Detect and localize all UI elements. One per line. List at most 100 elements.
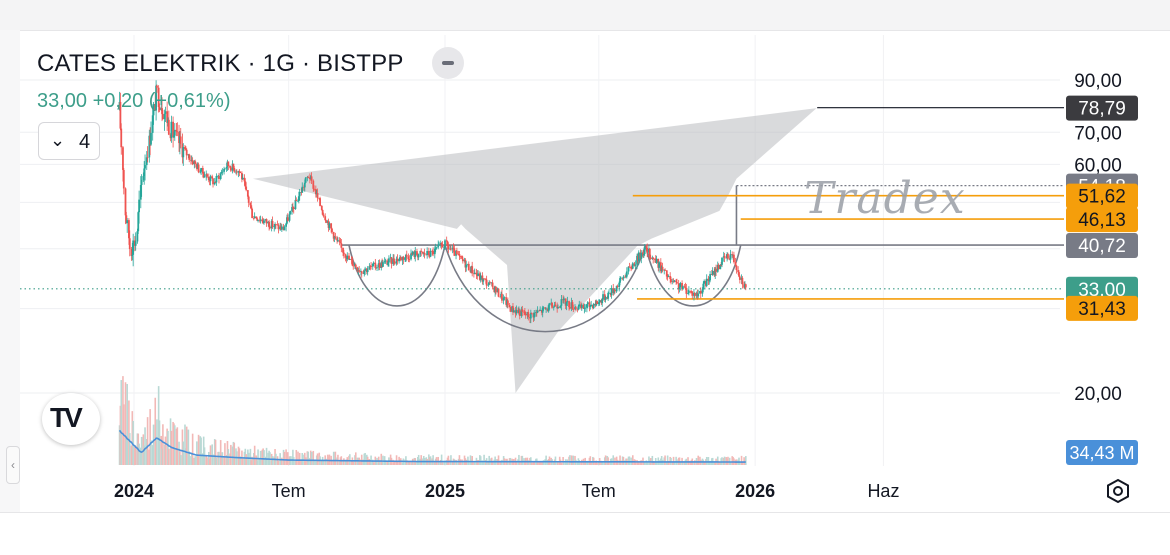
- symbol-title[interactable]: CATES ELEKTRIK · 1G · BISTPP: [37, 50, 404, 77]
- volume-bar: [729, 462, 732, 465]
- candle-body: [459, 255, 462, 257]
- candle-body: [289, 210, 292, 215]
- volume-bar: [211, 444, 213, 465]
- volume-bar: [654, 462, 656, 465]
- price-tag-label: 40,72: [1078, 236, 1126, 257]
- volume-bar: [469, 455, 472, 465]
- candle-body: [307, 177, 310, 178]
- candle-body: [568, 301, 570, 308]
- volume-bar: [682, 461, 684, 465]
- candle-body: [542, 307, 545, 309]
- candle-body: [126, 220, 129, 224]
- candle-body: [331, 228, 333, 233]
- candle-body: [601, 299, 604, 304]
- volume-bar: [274, 449, 276, 465]
- volume-bar: [247, 449, 249, 465]
- volume-bar: [281, 457, 283, 465]
- candle-body: [659, 262, 662, 272]
- volume-bar: [601, 462, 603, 465]
- volume-bar: [150, 440, 152, 465]
- volume-tag: 34,43 M: [1066, 440, 1138, 465]
- candle-body: [720, 264, 723, 266]
- candle-body: [615, 285, 618, 292]
- volume-bar: [193, 457, 196, 465]
- candle-body: [557, 306, 559, 309]
- candle-body: [693, 292, 696, 296]
- candle-body: [571, 302, 574, 309]
- collapse-legend-button[interactable]: [432, 47, 464, 79]
- volume-bar: [417, 454, 420, 465]
- volume-bar: [473, 461, 475, 465]
- volume-bar: [518, 461, 521, 465]
- time-axis[interactable]: 2024 Tem 2025 Tem 2026 Haz: [114, 481, 899, 501]
- candle-body: [286, 217, 289, 221]
- candle-body: [388, 258, 390, 263]
- candle-body: [229, 167, 232, 171]
- volume-bar: [449, 459, 451, 465]
- volume-bar: [518, 454, 520, 465]
- volume-bar: [568, 456, 570, 465]
- volume-bar: [631, 462, 633, 465]
- volume-bar: [628, 456, 631, 465]
- settings-icon[interactable]: [1104, 478, 1132, 504]
- candle-body: [536, 310, 539, 313]
- candle-body: [487, 284, 490, 286]
- volume-bar: [206, 457, 208, 465]
- volume-bar: [420, 455, 423, 465]
- candle-body: [574, 307, 577, 309]
- collapse-handle[interactable]: ‹: [6, 446, 20, 484]
- candle-body: [356, 267, 359, 271]
- candle-body: [255, 216, 258, 219]
- candle-body: [515, 309, 518, 314]
- candle-body: [628, 266, 631, 268]
- candle-body: [427, 251, 430, 256]
- volume-bar: [444, 460, 446, 465]
- volume-bar: [215, 457, 218, 465]
- candle-body: [310, 176, 313, 181]
- volume-bar: [226, 441, 229, 465]
- volume-bar: [589, 456, 592, 465]
- volume-bar: [172, 421, 174, 465]
- volume-bar: [166, 428, 168, 465]
- volume-bar: [432, 455, 434, 465]
- volume-bar: [709, 460, 711, 465]
- volume-bar: [598, 461, 600, 465]
- volume-bar: [671, 462, 674, 465]
- candle-body: [538, 310, 541, 312]
- volume-bar: [646, 462, 649, 465]
- volume-bar: [184, 424, 186, 465]
- candle-body: [465, 264, 468, 268]
- candle-body: [348, 259, 351, 260]
- candle-body: [291, 207, 293, 211]
- tradingview-logo-icon[interactable]: TV: [42, 393, 100, 445]
- candle-body: [320, 205, 323, 210]
- volume-bar: [596, 462, 598, 465]
- volume-bar: [620, 460, 622, 465]
- top-bar: [0, 0, 1170, 31]
- price-axis[interactable]: 90,00 70,00 60,00 20,00: [1074, 71, 1122, 405]
- candle-body: [387, 262, 389, 265]
- volume-bar: [451, 461, 454, 465]
- volume-bar: [721, 457, 723, 465]
- indicators-toggle-button[interactable]: ⌄ 4: [38, 122, 100, 160]
- candle-body: [151, 115, 154, 133]
- candle-body: [608, 292, 610, 294]
- volume-bar: [309, 457, 311, 465]
- volume-bar: [482, 461, 485, 465]
- candle-body: [518, 310, 521, 316]
- candle-body: [420, 250, 423, 252]
- candle-body: [375, 267, 378, 269]
- candle-body: [206, 174, 208, 177]
- candle-body: [414, 251, 417, 257]
- candle-body: [501, 293, 503, 301]
- candle-body: [119, 101, 122, 129]
- volume-bar: [262, 448, 264, 465]
- volume-bar: [717, 460, 720, 465]
- x-tick-label: 2026: [735, 481, 775, 501]
- candle-body: [669, 276, 672, 279]
- volume-bar: [473, 461, 476, 465]
- volume-bar: [280, 460, 282, 465]
- candle-body: [714, 268, 717, 276]
